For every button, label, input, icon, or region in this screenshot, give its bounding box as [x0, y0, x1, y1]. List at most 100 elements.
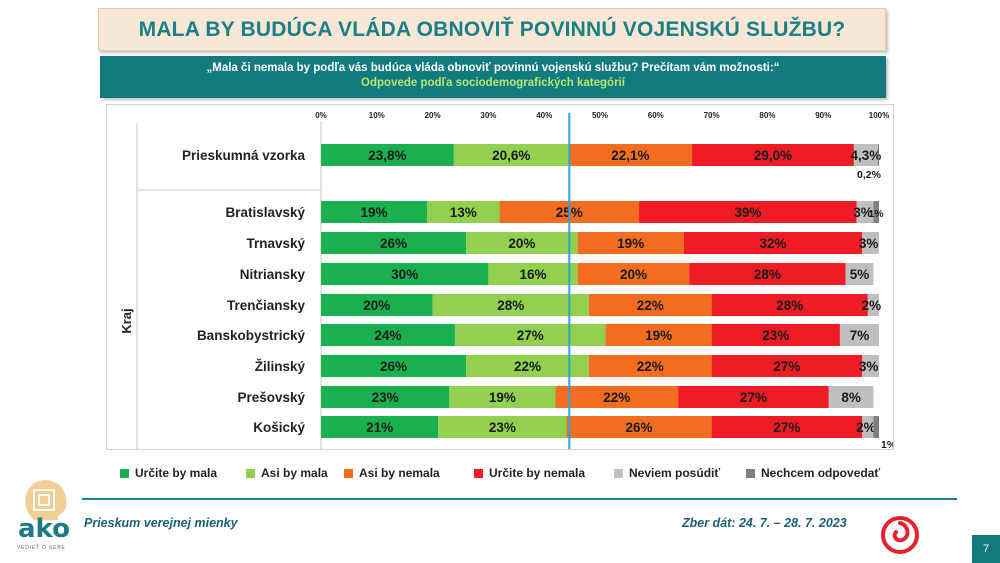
category-label: Košický — [253, 420, 305, 435]
data-label: 28% — [497, 298, 524, 313]
data-label: 2% — [856, 420, 876, 435]
data-label: 26% — [380, 236, 407, 251]
legend-label: Asi by nemala — [359, 466, 440, 480]
data-label: 13% — [450, 205, 477, 220]
data-label: 32% — [759, 236, 786, 251]
footer-survey-label: Prieskum verejnej mienky — [84, 516, 238, 530]
data-label: 0,2% — [857, 169, 882, 181]
legend-item: Určite by nemala — [474, 466, 585, 480]
legend-item: Asi by nemala — [344, 466, 440, 480]
bar-segment — [453, 144, 569, 166]
data-label: 23% — [372, 390, 399, 405]
bar-segment — [427, 201, 500, 223]
legend-swatch — [614, 468, 623, 478]
bar-segment — [555, 386, 679, 408]
x-tick-label: 40% — [536, 111, 552, 120]
bar-segment — [692, 144, 854, 166]
data-label: 26% — [626, 420, 653, 435]
data-label: 27% — [740, 390, 767, 405]
category-label: Prieskumná vzorka — [182, 148, 306, 163]
data-label: 30% — [391, 267, 418, 282]
bar-segment — [321, 232, 467, 254]
bar-segment — [321, 201, 428, 223]
footer-divider — [82, 498, 957, 500]
bar-segment — [321, 355, 467, 377]
x-tick-label: 60% — [648, 111, 664, 120]
x-tick-label: 90% — [815, 111, 831, 120]
bar-segment — [577, 263, 690, 285]
data-label: 2% — [862, 298, 882, 313]
legend-item: Neviem posúdiť — [614, 466, 720, 480]
data-label: 27% — [773, 359, 800, 374]
data-label: 20% — [620, 267, 647, 282]
legend-item: Nechcem odpovedať — [746, 466, 880, 480]
x-tick-label: 10% — [369, 111, 385, 120]
x-tick-label: 20% — [425, 111, 441, 120]
x-tick-label: 70% — [704, 111, 720, 120]
data-label: 1% — [881, 439, 893, 449]
bar-segment — [321, 324, 455, 346]
legend-item: Určite by mala — [120, 466, 217, 480]
bar-segment — [839, 324, 879, 346]
data-label: 3% — [853, 205, 873, 220]
bar-segment — [711, 355, 863, 377]
footer-collection-date: Zber dát: 24. 7. – 28. 7. 2023 — [682, 516, 847, 530]
bar-segment — [711, 324, 840, 346]
bar-segment — [845, 263, 874, 285]
bar-segment — [588, 355, 712, 377]
title-banner: MALA BY BUDÚCA VLÁDA OBNOVIŤ POVINNÚ VOJ… — [98, 8, 886, 51]
data-label: 22% — [603, 390, 630, 405]
bar-segment — [321, 263, 489, 285]
data-label: 16% — [520, 267, 547, 282]
bar-segment — [454, 324, 606, 346]
legend-label: Asi by mala — [261, 466, 328, 480]
subtitle-banner: „Mala či nemala by podľa vás budúca vlád… — [100, 56, 886, 98]
data-label: 23,8% — [368, 148, 406, 163]
bar-segment — [856, 201, 874, 223]
data-label: 22,1% — [611, 148, 649, 163]
data-label: 4,3% — [850, 148, 881, 163]
legend-label: Neviem posúdiť — [629, 466, 721, 480]
data-label: 28% — [754, 267, 781, 282]
x-tick-label: 0% — [315, 111, 327, 120]
category-label: Prešovský — [237, 390, 305, 405]
bar-segment — [689, 263, 846, 285]
swirl-logo-icon — [881, 516, 919, 554]
data-label: 19% — [645, 328, 672, 343]
category-label: Bratislavský — [225, 205, 305, 220]
bar-segment — [873, 201, 879, 223]
legend-item: Asi by mala — [246, 466, 328, 480]
breakdown-subtitle: Odpovede podľa sociodemografických kateg… — [361, 77, 625, 89]
bar-segment — [568, 144, 693, 166]
legend-label: Určite by nemala — [489, 466, 586, 480]
bar-segment — [678, 386, 829, 408]
data-label: 7% — [850, 328, 870, 343]
bar-segment — [867, 294, 879, 316]
data-label: 27% — [773, 420, 800, 435]
bar-segment — [321, 144, 454, 166]
bar-segment — [853, 144, 878, 166]
ako-logo-tagline: VEDIEŤ O SEBE — [17, 545, 66, 551]
legend-swatch — [344, 468, 353, 478]
x-tick-label: 80% — [759, 111, 775, 120]
category-label: Trnavský — [246, 236, 305, 251]
data-label: 29,0% — [754, 148, 792, 163]
data-label: 22% — [637, 298, 664, 313]
ako-logo-head-icon — [25, 480, 67, 520]
bar-segment — [862, 355, 879, 377]
x-tick-label: 100% — [869, 111, 889, 120]
bar-segment — [321, 386, 450, 408]
bar-segment — [321, 416, 439, 438]
bar-segment — [466, 232, 578, 254]
data-label: 39% — [734, 205, 761, 220]
data-label: 26% — [380, 359, 407, 374]
data-label: 22% — [514, 359, 541, 374]
chart-frame: 0% 10% 20% 30% 40% 50% 60% 70% 80% 90% 100% Kraj Pri… — [106, 104, 894, 450]
bar-segment — [862, 232, 879, 254]
data-label: 24% — [374, 328, 401, 343]
data-label: 19% — [360, 205, 387, 220]
data-label: 1% — [868, 208, 884, 220]
bar-segment — [828, 386, 874, 408]
data-label: 23% — [762, 328, 789, 343]
category-label: Nitriansky — [240, 267, 306, 282]
